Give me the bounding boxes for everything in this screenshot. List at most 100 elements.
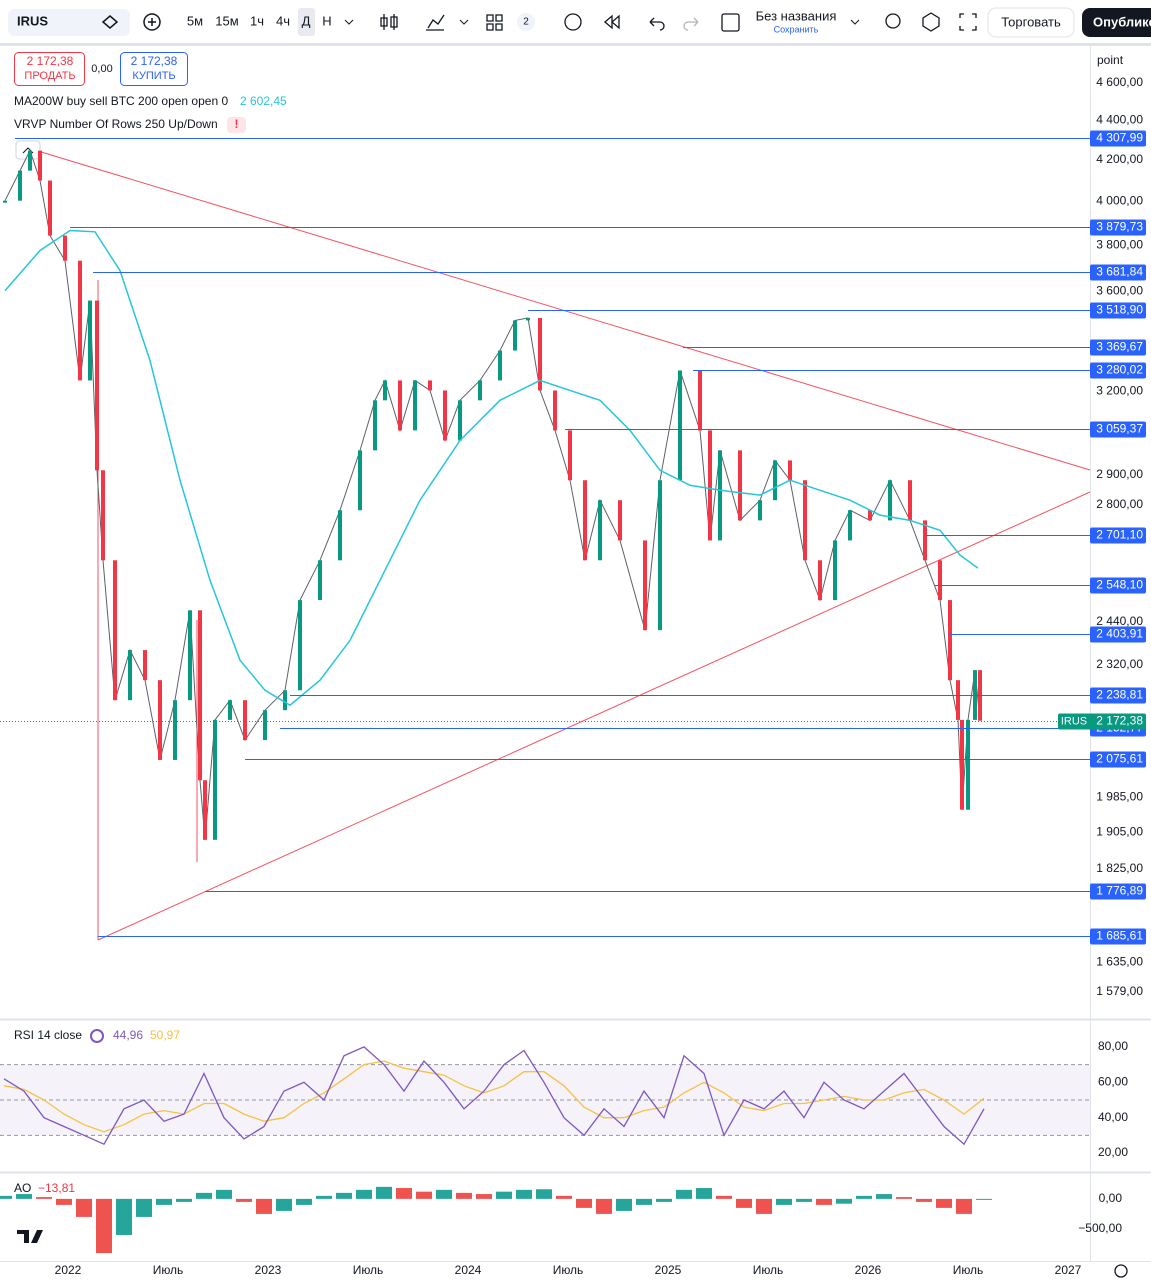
ao-bar — [316, 1195, 332, 1199]
ao-bar — [456, 1192, 472, 1199]
warning-icon[interactable]: ! — [235, 117, 239, 131]
axis-settings[interactable] — [1114, 1264, 1128, 1278]
save-link[interactable]: Сохранить — [774, 24, 819, 34]
trend-line[interactable] — [97, 491, 1091, 941]
ao-bar — [536, 1189, 552, 1199]
undo-button[interactable] — [649, 17, 665, 31]
interval[interactable]: Д — [302, 13, 311, 28]
y-tick-label: 40,00 — [1098, 1110, 1128, 1124]
sell-label[interactable]: ПРОДАТЬ — [24, 70, 75, 82]
candle — [113, 560, 117, 701]
indicator-legend[interactable]: VRVP Number Of Rows 250 Up/Down — [14, 117, 218, 131]
alert-button[interactable] — [564, 13, 582, 31]
redo-button[interactable] — [683, 17, 699, 31]
interval[interactable]: 1ч — [250, 13, 264, 28]
sell-button[interactable] — [14, 52, 85, 86]
ao-bar — [476, 1194, 492, 1199]
level-label: 3 879,73 — [1096, 220, 1143, 234]
candle — [298, 600, 302, 691]
candle — [458, 400, 462, 441]
drawings — [27, 147, 1091, 941]
rsi-value: 44,96 — [113, 1028, 143, 1042]
indicator-legend[interactable]: MA200W buy sell BTC 200 open open 0 — [14, 94, 228, 108]
fullscreen-button[interactable] — [959, 13, 977, 31]
buy-label[interactable]: КУПИТЬ — [132, 70, 175, 82]
candle — [868, 510, 872, 521]
candle — [478, 380, 482, 401]
publish-button[interactable] — [1082, 8, 1151, 37]
replay-button[interactable] — [604, 14, 620, 30]
candle — [358, 450, 362, 511]
buy-button[interactable] — [120, 52, 188, 86]
ao-bar — [436, 1189, 452, 1199]
level-label-box — [1090, 421, 1146, 438]
trend-line[interactable] — [27, 147, 1091, 471]
x-tick-label: 2024 — [455, 1263, 482, 1277]
ao-bar — [116, 1198, 132, 1235]
indicators-button[interactable] — [426, 14, 445, 31]
trade-label[interactable]: Торговать — [1001, 14, 1061, 29]
ao-bar — [816, 1198, 832, 1205]
candle — [948, 600, 952, 681]
candle — [538, 317, 542, 391]
dropdown[interactable] — [459, 19, 469, 25]
level-label: 3 518,90 — [1096, 303, 1143, 317]
ao-bar — [136, 1198, 152, 1217]
ao-bar — [776, 1198, 792, 1205]
y-tick-label: 1 579,00 — [1096, 984, 1143, 998]
search-button[interactable] — [885, 13, 901, 29]
candle — [708, 430, 712, 541]
trade-button[interactable] — [987, 7, 1075, 38]
layout-icon[interactable] — [721, 13, 740, 32]
y-tick-label: 3 200,00 — [1096, 383, 1143, 397]
ao-legend[interactable]: AO — [14, 1181, 31, 1195]
ao-bar — [736, 1198, 752, 1208]
sell-price[interactable]: 2 172,38 — [27, 54, 74, 68]
symbol-icon[interactable] — [101, 15, 119, 29]
symbol[interactable]: IRUS — [17, 13, 48, 28]
candle — [63, 235, 67, 261]
interval[interactable]: 5м — [187, 13, 203, 28]
rsi-line — [3, 1060, 985, 1133]
rsi-legend[interactable]: RSI 14 close — [14, 1028, 82, 1042]
level-label-box — [1090, 302, 1146, 319]
interval[interactable]: 15м — [215, 13, 238, 28]
candle — [718, 450, 722, 541]
candle — [101, 470, 105, 561]
ao-bar — [416, 1191, 432, 1199]
candle — [698, 370, 702, 431]
level-label-box — [1090, 577, 1146, 594]
dropdown[interactable] — [344, 19, 354, 25]
candle — [283, 690, 287, 711]
last-price-tag — [1058, 713, 1146, 730]
ao-bar — [176, 1198, 192, 1202]
compare-button[interactable] — [143, 13, 161, 31]
candle — [95, 300, 99, 471]
dropdown[interactable] — [850, 19, 860, 25]
warning-badge[interactable] — [227, 117, 246, 133]
ao-bar — [936, 1198, 952, 1208]
ao-bar — [16, 1194, 32, 1199]
interval[interactable]: 4ч — [276, 13, 290, 28]
ao-bar — [636, 1198, 652, 1205]
buy-price[interactable]: 2 172,38 — [131, 54, 178, 68]
layout-name[interactable]: Без названия — [756, 8, 837, 23]
candle — [213, 719, 217, 840]
symbol-box[interactable] — [8, 9, 130, 36]
chart-type-button[interactable] — [380, 14, 398, 30]
ao-bar — [576, 1198, 592, 1208]
x-tick-label: 2026 — [855, 1263, 882, 1277]
level-label-box — [1090, 626, 1146, 643]
x-tick-label: Июль — [753, 1263, 784, 1277]
x-tick-label: Июль — [153, 1263, 184, 1277]
x-tick-label: Июль — [553, 1263, 584, 1277]
candle — [738, 450, 742, 521]
settings-button[interactable] — [922, 12, 940, 32]
level-label: 2 548,10 — [1096, 578, 1143, 592]
ao-bar — [96, 1198, 112, 1254]
interval[interactable]: Н — [322, 13, 331, 28]
publish-label[interactable]: Опублико — [1093, 14, 1151, 29]
candle — [643, 540, 647, 631]
layouts-button[interactable] — [486, 14, 503, 31]
